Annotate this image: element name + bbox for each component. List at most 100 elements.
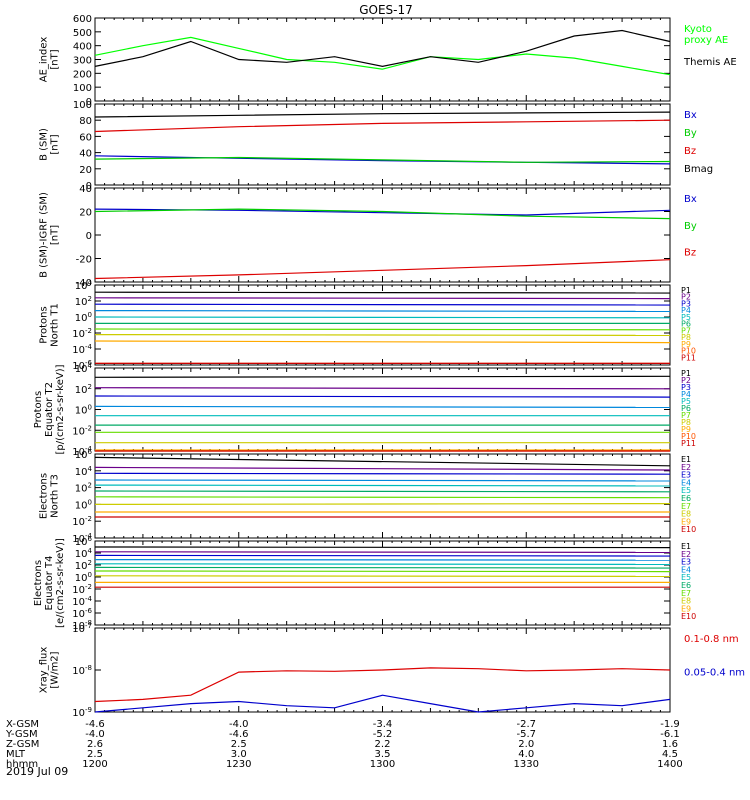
y-tick-label: 0 (86, 181, 92, 192)
y-axis-label: B (SM) (39, 128, 50, 161)
footer-value: 2.5 (231, 739, 247, 750)
series-line-e8 (94, 575, 671, 578)
y-tick-label: 104 (75, 362, 93, 375)
y-axis-label: AE_index (39, 37, 50, 83)
legend-entry: E4 (681, 478, 691, 487)
footer-row-label: hhmm (6, 759, 38, 770)
y-tick-label: 10-2 (72, 515, 92, 528)
footer-value: 2.6 (87, 739, 103, 750)
panel-2: 0 20 40 60 80 100 B (SM) [nT] Bx By Bz Bmag (39, 100, 714, 192)
footer-value: -5.7 (516, 729, 536, 740)
series-line-by (94, 208, 671, 220)
footer-value: -3.4 (373, 719, 393, 730)
y-tick-label: 104 (75, 465, 93, 478)
legend-entry: 0.05-0.4 nm (684, 668, 745, 679)
y-axis-label: Electrons (39, 473, 50, 519)
footer-value: -4.6 (85, 719, 105, 730)
y-tick-label: 20 (79, 165, 92, 176)
series-line-themis-ae (94, 29, 671, 68)
legend-entry: Bx (684, 110, 697, 121)
y-tick-label: -20 (76, 255, 92, 266)
legend-entry: E3 (681, 471, 691, 480)
legend-entry: Bz (684, 248, 696, 259)
y-axis-label: North T3 (50, 474, 61, 518)
y-tick-label: 200 (73, 69, 92, 80)
legend-entry: P6 (681, 320, 691, 329)
y-tick-label: 102 (75, 295, 92, 308)
footer-row-label: X-GSM (6, 719, 39, 730)
legend-entry: E8 (681, 597, 691, 606)
series-line-p4 (94, 405, 671, 408)
y-tick-label: 10-4 (72, 343, 92, 356)
legend-entry: P8 (681, 333, 691, 342)
figure-title: GOES-17 (359, 3, 413, 17)
footer-value: 4.5 (662, 749, 678, 760)
legend-entry: E8 (681, 510, 691, 519)
series-line-p4 (94, 310, 671, 312)
series-line-e3 (94, 472, 671, 475)
legend-entry: P2 (681, 293, 691, 302)
legend-entry: E1 (681, 455, 691, 464)
y-tick-label: 300 (73, 56, 92, 67)
panel-frame (94, 187, 671, 283)
panel-3: -40 -20 0 20 40 B (SM)-IGRF (SM) [nT] Bx By Bz (39, 184, 697, 289)
series-line-bmag (94, 111, 671, 118)
panel-frame (94, 284, 671, 366)
series-line-0-05-0-4-nm (94, 694, 671, 713)
footer-value: -4.6 (229, 729, 249, 740)
legend-entry: 0.1-0.8 nm (684, 634, 739, 645)
series-line-p9 (94, 340, 671, 344)
y-tick-label: 10-2 (72, 424, 92, 437)
footer-value: -4.0 (229, 719, 249, 730)
legend-entry: E1 (681, 542, 691, 551)
series-line-p2 (94, 297, 671, 300)
legend-entry: P5 (681, 397, 691, 406)
legend-entry: Themis AE (683, 57, 737, 68)
series-line-e3 (94, 554, 671, 557)
y-tick-label: 40 (79, 184, 92, 195)
legend-entry: E9 (681, 517, 691, 526)
legend-entry: P4 (681, 390, 691, 399)
footer-value: -4.0 (85, 729, 105, 740)
legend-entry: P4 (681, 306, 691, 315)
footer-value: 1300 (370, 759, 395, 770)
series-line-e7 (94, 496, 671, 499)
footer-row-label: MLT (6, 749, 26, 760)
y-tick-label: 400 (73, 42, 92, 53)
series-line-bz (94, 119, 671, 133)
legend-entry: P9 (681, 425, 691, 434)
footer-value: 4.0 (518, 749, 534, 760)
legend-entry: E2 (681, 463, 691, 472)
legend-entry: E6 (681, 494, 691, 503)
footer-value: 2.5 (87, 749, 103, 760)
y-tick-label: 500 (73, 28, 92, 39)
legend-entry: E10 (681, 612, 696, 621)
legend-entry: P10 (681, 347, 696, 356)
footer-value: 1200 (82, 759, 107, 770)
y-tick-label: 104 (75, 279, 93, 292)
series-line-p8 (94, 334, 671, 336)
legend-entry: P10 (681, 432, 696, 441)
y-axis-label: [e/(cm2-s-sr-keV)] (55, 538, 66, 628)
y-axis-label: B (SM)-IGRF (SM) (39, 192, 50, 278)
y-tick-label: 0 (86, 97, 92, 108)
footer-value: -2.7 (516, 719, 536, 730)
series-line-kyoto-proxy-ae (94, 36, 671, 76)
footer-row-label: Y-GSM (5, 729, 38, 740)
legend-entry: E2 (681, 550, 691, 559)
legend-entry: P7 (681, 411, 691, 420)
legend-entry: Bmag (684, 164, 713, 175)
y-axis-label: [nT] (50, 225, 61, 245)
series-line-bz (94, 259, 671, 280)
panel-frame (94, 453, 671, 539)
y-tick-label: 100 (73, 100, 92, 111)
series-line-0-1-0-8-nm (94, 667, 671, 703)
y-tick-label: 600 (73, 14, 92, 25)
series-line-e4 (94, 558, 671, 561)
series-line-p3 (94, 395, 671, 398)
